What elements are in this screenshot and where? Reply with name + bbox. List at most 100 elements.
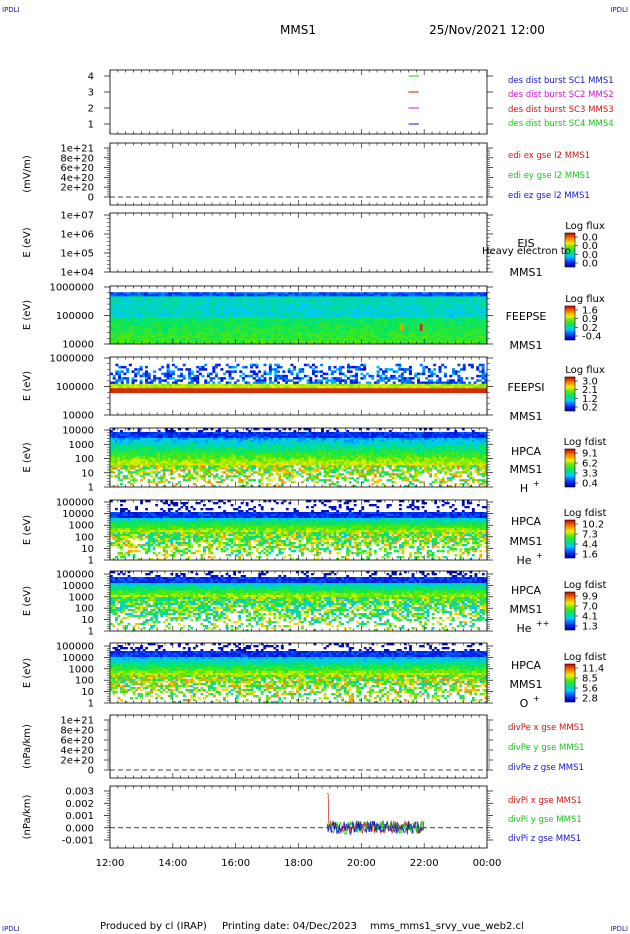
spectrogram-cell <box>432 309 436 311</box>
spectrogram-cell <box>117 317 121 319</box>
y-tick-label-eis: 1e+04 <box>60 268 94 279</box>
spectrogram-cell <box>446 332 450 334</box>
spectrogram-cell <box>374 303 378 305</box>
spectrogram-cell <box>299 319 303 321</box>
spectrogram-cell <box>240 296 244 298</box>
spectrogram-cell <box>319 315 323 317</box>
spectrogram-cell <box>179 334 183 336</box>
spectrogram-cell <box>350 338 354 340</box>
spectrogram-cell <box>158 303 162 305</box>
spectrogram-cell <box>436 327 440 329</box>
spectrogram-cell <box>216 334 220 336</box>
spectrogram-cell <box>299 334 303 336</box>
spectrogram-cell <box>415 319 419 321</box>
spectrogram-cell <box>329 307 333 309</box>
spectrogram-cell <box>460 336 464 338</box>
spectrogram-cell <box>422 315 426 317</box>
spectrogram-cell <box>175 338 179 340</box>
spectrogram-cell <box>456 307 460 309</box>
spectrogram-cell <box>271 311 275 313</box>
spectrogram-cell <box>343 296 347 298</box>
spectrogram-cell <box>357 298 361 300</box>
spectrogram-cell <box>360 330 364 332</box>
spectrogram-cell <box>446 296 450 298</box>
spectrogram-cell <box>275 330 279 332</box>
spectrogram-cell <box>425 292 429 294</box>
spectrogram-cell <box>113 294 117 296</box>
spectrogram-cell <box>449 307 453 309</box>
spectrogram-cell <box>329 309 333 311</box>
spectrogram-cell <box>182 336 186 338</box>
spectrogram-cell <box>357 315 361 317</box>
spectrogram-cell <box>388 319 392 321</box>
spectrogram-cell <box>329 305 333 307</box>
spectrogram-cell <box>336 315 340 317</box>
spectrogram-cell <box>326 340 330 342</box>
spectrogram-cell <box>131 311 135 313</box>
spectrogram-cell <box>192 336 196 338</box>
spectrogram-cell <box>213 311 217 313</box>
spectrogram-cell <box>295 334 299 336</box>
spectrogram-cell <box>230 338 234 340</box>
spectrogram-cell <box>124 292 128 294</box>
spectrogram-cell <box>233 334 237 336</box>
spectrogram-cell <box>295 321 299 323</box>
spectrogram-cell <box>220 338 224 340</box>
spectrogram-cell <box>220 330 224 332</box>
spectrogram-cell <box>326 323 330 325</box>
spectrogram-cell <box>446 315 450 317</box>
spectrogram-cell <box>117 336 121 338</box>
spectrogram-cell <box>281 332 285 334</box>
spectrogram-cell <box>412 313 416 315</box>
spectrogram-cell <box>312 313 316 315</box>
spectrogram-cell <box>148 332 152 334</box>
spectrogram-cell <box>398 298 402 300</box>
spectrogram-cell <box>333 305 337 307</box>
spectrogram-cell <box>415 336 419 338</box>
spectrogram-cell <box>251 296 255 298</box>
spectrogram-cell <box>223 317 227 319</box>
spectrogram-cell <box>251 303 255 305</box>
spectrogram-cell <box>456 332 460 334</box>
spectrogram-cell <box>391 334 395 336</box>
spectrogram-cell <box>209 338 213 340</box>
spectrogram-cell <box>151 309 155 311</box>
spectrogram-cell <box>319 301 323 303</box>
spectrogram-cell <box>213 325 217 327</box>
spectrogram-cell <box>216 303 220 305</box>
spectrogram-cell <box>425 323 429 325</box>
spectrogram-cell <box>203 307 207 309</box>
spectrogram-cell <box>182 292 186 294</box>
spectrogram-cell <box>120 336 124 338</box>
spectrogram-cell <box>251 325 255 327</box>
spectrogram-cell <box>264 330 268 332</box>
spectrogram-cell <box>449 317 453 319</box>
spectrogram-cell <box>144 307 148 309</box>
spectrogram-cell <box>394 298 398 300</box>
spectrogram-cell <box>216 327 220 329</box>
spectrogram-cell <box>418 340 422 342</box>
spectrogram-cell <box>230 292 234 294</box>
spectrogram-cell <box>453 307 457 309</box>
spectrogram-cell <box>353 294 357 296</box>
spectrogram-cell <box>175 315 179 317</box>
spectrogram-cell <box>446 323 450 325</box>
spectrogram-cell <box>251 315 255 317</box>
spectrogram-cell <box>418 294 422 296</box>
spectrogram-cell <box>275 327 279 329</box>
spectrogram-cell <box>271 315 275 317</box>
spectrogram-cell <box>381 321 385 323</box>
spectrogram-cell <box>113 298 117 300</box>
spectrogram-cell <box>182 315 186 317</box>
spectrogram-cell <box>213 313 217 315</box>
spectrogram-cell <box>113 327 117 329</box>
spectrogram-cell <box>213 307 217 309</box>
spectrogram-cell <box>316 319 320 321</box>
spectrogram-cell <box>302 298 306 300</box>
spectrogram-cell <box>326 294 330 296</box>
spectrogram-cell <box>216 296 220 298</box>
spectrogram-cell <box>134 313 138 315</box>
spectrogram-cell <box>326 327 330 329</box>
spectrogram-cell <box>264 294 268 296</box>
spectrogram-cell <box>196 323 200 325</box>
